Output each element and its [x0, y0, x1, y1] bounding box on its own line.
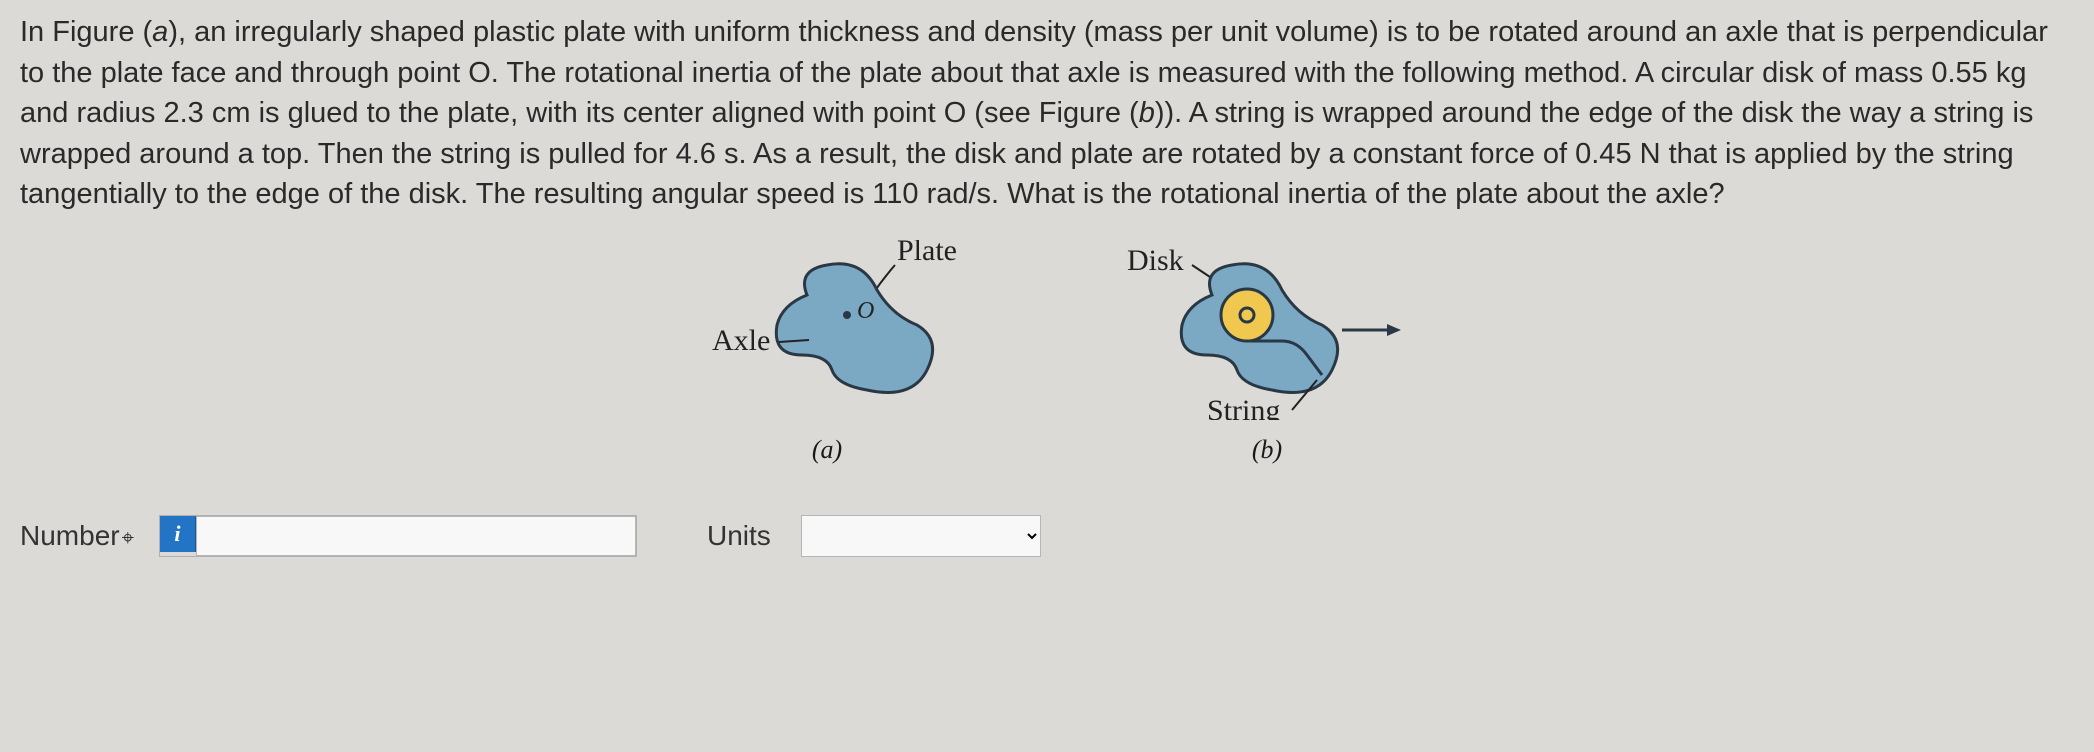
figure-b-caption: (b) [1252, 435, 1282, 465]
disk-label: Disk [1127, 244, 1184, 277]
axle-label: Axle [712, 324, 770, 357]
answer-row: Number⌖ i Units [20, 515, 2074, 557]
string-label: String [1207, 394, 1280, 420]
plate-shape [776, 264, 932, 393]
units-select[interactable] [801, 515, 1041, 557]
number-input[interactable] [196, 516, 636, 556]
text-italic: b [1139, 97, 1155, 129]
figure-b: Disk String (b) [1107, 240, 1427, 465]
figure-a: Plate O Axle (a) [667, 240, 987, 465]
figure-a-svg: Plate O Axle [667, 240, 987, 420]
text-italic: a [152, 16, 168, 48]
units-label: Units [707, 520, 771, 552]
problem-statement: In Figure (a), an irregularly shaped pla… [20, 12, 2074, 215]
figure-b-svg: Disk String [1107, 240, 1427, 420]
axle-point [843, 311, 851, 319]
arrow-head [1387, 324, 1401, 336]
point-o-label: O [857, 298, 874, 324]
disk-shape [1221, 289, 1273, 341]
plate-label: Plate [897, 240, 957, 267]
figures-container: Plate O Axle (a) Disk String (b) [20, 240, 2074, 465]
info-badge-icon[interactable]: i [160, 516, 196, 552]
text: In Figure ( [20, 16, 152, 48]
figure-a-caption: (a) [812, 435, 842, 465]
number-input-group: i [159, 515, 637, 557]
cursor-icon: ⌖ [122, 525, 134, 550]
number-label: Number⌖ [20, 520, 134, 552]
